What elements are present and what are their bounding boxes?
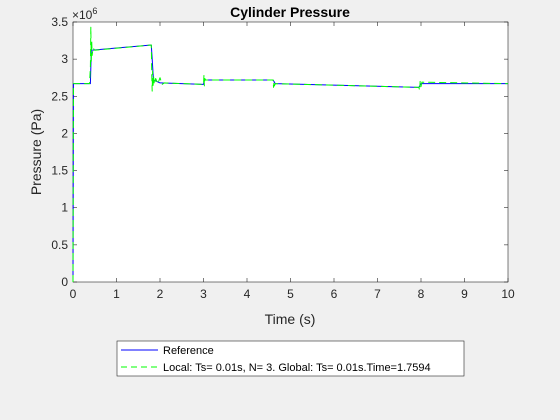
series-lines xyxy=(72,26,509,283)
chart-title: Cylinder Pressure xyxy=(230,4,350,20)
x-tick-label: 0 xyxy=(70,287,77,301)
legend-box xyxy=(116,340,465,377)
x-tick-label: 3 xyxy=(200,287,207,301)
y-tick-label: 3.5 xyxy=(51,15,68,29)
y-tick-label: 0 xyxy=(61,275,68,289)
series-line-local-global xyxy=(72,26,509,283)
y-exponent-base: ×10 xyxy=(72,8,93,22)
y-axis-label: Pressure (Pa) xyxy=(28,109,44,195)
y-tick-label: 0.5 xyxy=(51,238,68,252)
y-tick-label: 3 xyxy=(61,52,68,66)
y-tick-label: 1.5 xyxy=(51,164,68,178)
legend-label-reference: Reference xyxy=(163,345,214,357)
x-tick-label: 5 xyxy=(287,287,294,301)
x-tick-label: 2 xyxy=(157,287,164,301)
legend: Reference Local: Ts= 0.01s, N= 3. Global… xyxy=(116,340,465,377)
y-tick-label: 2 xyxy=(61,126,68,140)
x-tick-label: 6 xyxy=(331,287,338,301)
y-exponent-label: ×106 xyxy=(72,6,97,22)
y-tick-label: 2.5 xyxy=(51,89,68,103)
plot-area xyxy=(72,21,509,283)
x-tick-label: 4 xyxy=(244,287,251,301)
y-tick-label: 1 xyxy=(61,201,68,215)
x-tick-label: 7 xyxy=(374,287,381,301)
axis-ticks: 0 1 2 3 4 5 6 7 8 9 10 0 0.5 1 1.5 2 2.5 3 3.5 xyxy=(51,15,515,301)
x-tick-label: 8 xyxy=(418,287,425,301)
x-tick-label: 9 xyxy=(461,287,468,301)
y-exponent-power: 6 xyxy=(92,6,97,16)
x-tick-label: 10 xyxy=(501,287,515,301)
legend-label-local: Local: Ts= 0.01s, N= 3. Global: Ts= 0.01… xyxy=(163,362,431,374)
x-tick-label: 1 xyxy=(113,287,120,301)
x-axis-label: Time (s) xyxy=(265,311,316,327)
